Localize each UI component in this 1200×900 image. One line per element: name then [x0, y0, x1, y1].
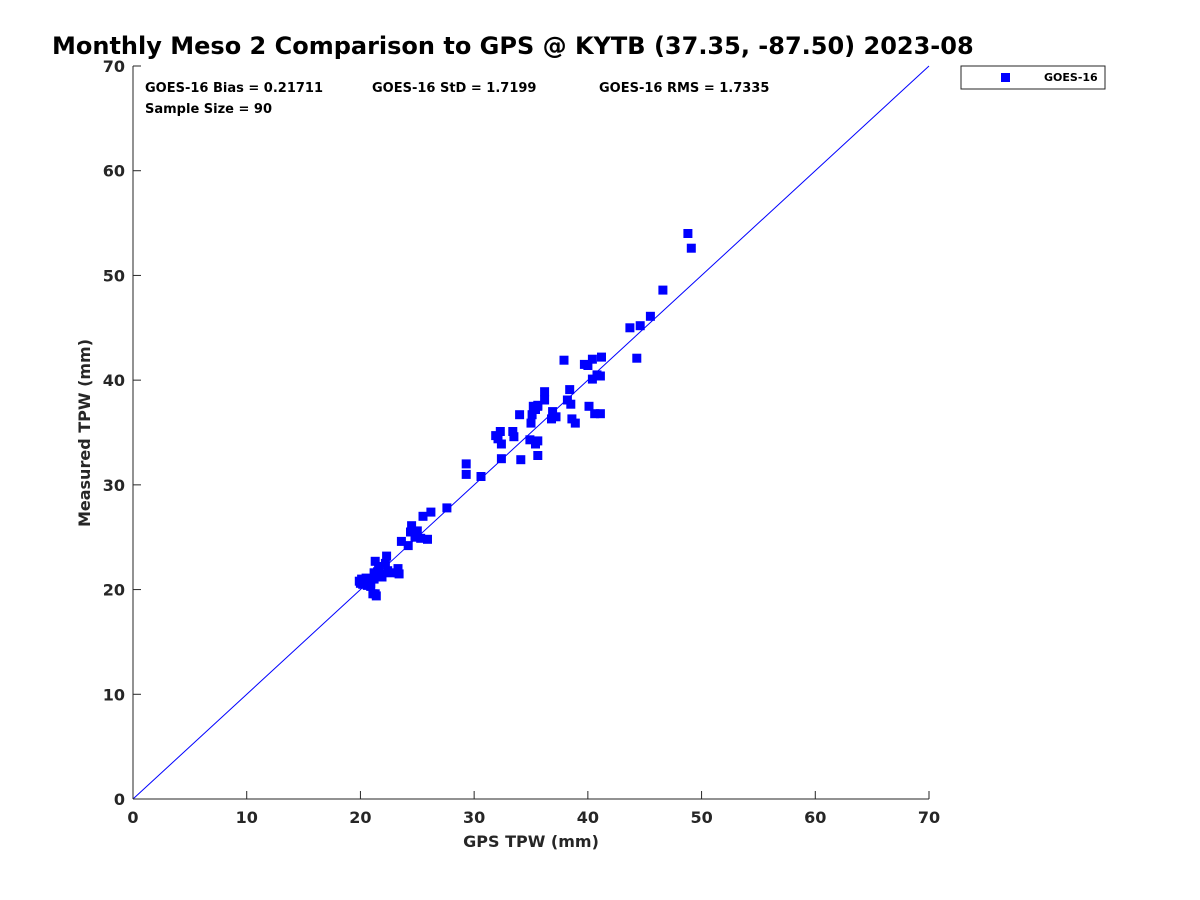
- data-point: [584, 401, 594, 411]
- data-point: [370, 556, 380, 566]
- y-tick-label: 40: [103, 371, 125, 390]
- y-tick-label: 30: [103, 476, 125, 495]
- data-point: [515, 410, 525, 420]
- data-point: [533, 451, 543, 460]
- data-point: [403, 541, 413, 551]
- data-point: [533, 400, 543, 410]
- data-point: [508, 427, 518, 436]
- data-point: [686, 243, 696, 253]
- reference-line: [132, 65, 930, 800]
- y-tick-label: 70: [103, 57, 125, 76]
- data-point: [587, 354, 597, 364]
- data-point: [683, 229, 693, 238]
- data-point: [595, 371, 605, 381]
- data-point: [566, 399, 576, 409]
- data-point: [548, 407, 558, 417]
- legend-marker-square: [1001, 73, 1010, 82]
- data-point: [509, 432, 519, 442]
- data-point: [496, 439, 506, 449]
- data-point: [570, 418, 580, 428]
- y-tick-label: 10: [103, 685, 125, 704]
- chart-title: Monthly Meso 2 Comparison to GPS @ KYTB …: [52, 32, 974, 60]
- data-point: [540, 395, 550, 405]
- data-point: [597, 352, 606, 362]
- data-point: [371, 591, 381, 601]
- data-point: [385, 568, 395, 578]
- data-point: [393, 568, 403, 578]
- legend: GOES-16: [960, 65, 1106, 90]
- data-point: [407, 521, 417, 531]
- data-point: [366, 581, 376, 591]
- data-point: [533, 436, 543, 446]
- y-tick-label: 60: [103, 162, 125, 181]
- y-axis-label: Measured TPW (mm): [75, 339, 94, 527]
- data-point: [416, 533, 426, 543]
- data-point: [551, 412, 561, 422]
- rms-stat: GOES-16 RMS = 1.7335: [599, 81, 769, 96]
- x-tick-label: 70: [918, 808, 940, 827]
- data-point: [426, 507, 436, 517]
- data-point: [396, 536, 406, 546]
- data-point: [461, 459, 471, 469]
- legend-box: [960, 65, 1106, 90]
- data-point: [493, 434, 503, 444]
- x-tick-label: 0: [127, 808, 138, 827]
- data-point: [380, 558, 390, 568]
- data-point: [590, 409, 600, 419]
- x-axis-label: GPS TPW (mm): [463, 832, 599, 851]
- data-point: [442, 503, 452, 513]
- sample-size-stat: Sample Size = 90: [145, 102, 272, 117]
- data-point: [635, 321, 645, 331]
- legend-entry-goes16: GOES-16: [1044, 71, 1098, 84]
- std-stat: GOES-16 StD = 1.7199: [372, 81, 536, 96]
- x-tick-label: 20: [349, 808, 371, 827]
- data-point: [476, 472, 486, 481]
- x-tick-label: 40: [577, 808, 599, 827]
- data-point: [525, 435, 535, 445]
- axes: 0 10 20 30 40 50 60 70 0 10 20 30 40 50 60 70: [103, 57, 940, 827]
- x-tick-label: 30: [463, 808, 485, 827]
- reference-line-group: [132, 65, 930, 800]
- data-point: [496, 454, 506, 464]
- y-tick-label: 20: [103, 581, 125, 600]
- data-points: [354, 229, 696, 601]
- data-point: [418, 511, 428, 521]
- data-point: [412, 526, 422, 536]
- data-point: [540, 387, 550, 397]
- data-point: [587, 374, 597, 384]
- data-point: [374, 562, 384, 571]
- data-point: [355, 578, 365, 588]
- y-tick-label: 0: [114, 790, 125, 809]
- data-point: [495, 427, 505, 436]
- data-point: [645, 311, 655, 321]
- data-point: [526, 418, 536, 428]
- data-point: [516, 455, 526, 465]
- x-tick-label: 50: [690, 808, 712, 827]
- data-point: [632, 353, 642, 363]
- x-tick-label: 10: [236, 808, 258, 827]
- data-point: [410, 532, 420, 542]
- bias-stat: GOES-16 Bias = 0.21711: [145, 81, 323, 96]
- data-point: [565, 385, 575, 395]
- data-point: [579, 359, 589, 369]
- data-point: [406, 527, 415, 537]
- data-point: [559, 355, 569, 365]
- data-point: [658, 285, 668, 295]
- data-point: [595, 409, 605, 419]
- data-point: [382, 551, 392, 561]
- data-point: [423, 534, 432, 544]
- stats-box: GOES-16 Bias = 0.21711 GOES-16 StD = 1.7…: [145, 81, 769, 117]
- data-point: [461, 469, 471, 479]
- data-point: [527, 410, 537, 420]
- x-tick-label: 60: [804, 808, 826, 827]
- data-point: [625, 323, 635, 333]
- y-tick-label: 50: [103, 266, 125, 285]
- data-point: [373, 567, 382, 577]
